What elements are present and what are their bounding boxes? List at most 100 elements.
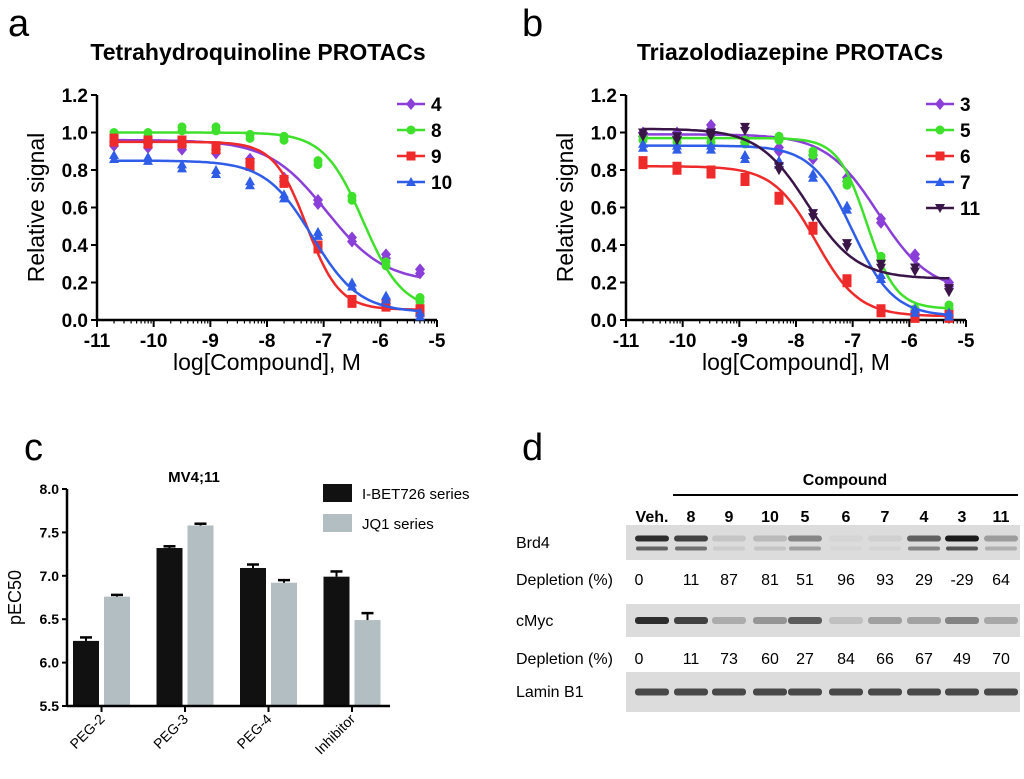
protein-band — [829, 617, 863, 624]
legend-swatch — [323, 484, 352, 502]
data-point-6 — [876, 308, 886, 318]
y-tick-label: 0.8 — [591, 161, 617, 182]
compound-group-label: Compound — [803, 472, 887, 489]
depletion-value: 93 — [876, 572, 894, 589]
data-point-11 — [808, 213, 818, 223]
legend-label: 5 — [960, 121, 971, 142]
bar-PEG-4 — [240, 567, 266, 706]
data-point-11 — [876, 263, 886, 273]
data-point-9 — [313, 244, 323, 254]
data-point-5 — [774, 135, 784, 145]
data-point-4 — [347, 235, 357, 248]
panel-letter-c: c — [24, 427, 43, 469]
bar-PEG-2 — [104, 596, 130, 706]
y-axis-label: pEC50 — [5, 570, 25, 625]
data-point-11 — [638, 132, 648, 142]
data-point-5 — [808, 150, 818, 160]
protein-band — [945, 688, 979, 696]
depletion-value: 84 — [837, 651, 855, 668]
data-point-6 — [638, 160, 648, 170]
legend-marker-7 — [935, 177, 945, 186]
y-tick-label: 0.0 — [62, 311, 88, 332]
data-point-9 — [279, 178, 289, 188]
data-point-11 — [842, 243, 852, 253]
protein-band — [868, 617, 902, 624]
data-point-7 — [672, 144, 682, 154]
protein-band-lower — [985, 546, 1017, 551]
protein-band-lower — [908, 546, 940, 551]
y-tick-label: 0.6 — [62, 199, 88, 220]
data-point-6 — [706, 169, 716, 179]
protein-band — [907, 617, 941, 624]
chart-title: Triazolodiazepine PROTACs — [637, 39, 943, 65]
legend-label: 10 — [431, 173, 452, 194]
data-point-10 — [415, 311, 425, 321]
protein-band-lower — [713, 546, 745, 551]
depletion-value: -29 — [950, 572, 973, 589]
depletion-value: 0 — [635, 572, 644, 589]
protein-label: Brd4 — [516, 535, 550, 552]
data-point-6 — [842, 278, 852, 288]
data-point-6 — [808, 225, 818, 235]
data-point-10 — [347, 281, 357, 291]
data-point-11 — [910, 267, 920, 277]
bar-PEG-3 — [187, 525, 214, 706]
data-point-11 — [706, 132, 716, 142]
x-tick-label: -9 — [202, 331, 219, 352]
depletion-value: 67 — [915, 651, 933, 668]
data-point-9 — [143, 139, 153, 149]
legend-swatch — [323, 514, 352, 532]
protein-band — [635, 688, 669, 696]
lane-label: 9 — [725, 509, 734, 526]
data-point-11 — [944, 288, 954, 298]
protein-band — [984, 688, 1018, 696]
depletion-label: Depletion (%) — [516, 572, 613, 589]
bar-PEG-2 — [73, 640, 99, 706]
data-point-10 — [279, 193, 289, 203]
legend-marker-6 — [935, 151, 945, 161]
protein-band — [788, 617, 822, 624]
protein-band-lower — [636, 546, 668, 551]
x-tick-label: -8 — [259, 331, 276, 352]
y-tick-label: 1.2 — [591, 86, 617, 107]
legend-label: 4 — [431, 95, 442, 116]
y-tick-label: 7.0 — [40, 568, 60, 584]
data-point-5 — [842, 180, 852, 190]
y-tick-label: 0.6 — [591, 199, 617, 220]
y-tick-label: 0.2 — [62, 274, 88, 295]
fit-curve-3 — [643, 133, 950, 284]
data-point-10 — [177, 163, 187, 173]
data-point-8 — [381, 261, 391, 271]
depletion-value: 70 — [992, 651, 1010, 668]
x-tick-label: PEG-4 — [234, 711, 275, 752]
protein-band — [712, 617, 746, 624]
y-tick-label: 7.5 — [40, 524, 60, 540]
legend-label: 11 — [960, 199, 981, 220]
x-tick-label: -10 — [140, 331, 167, 352]
protein-band — [868, 688, 902, 696]
depletion-label: Depletion (%) — [516, 651, 613, 668]
legend-label: 9 — [431, 147, 442, 168]
lane-label: Veh. — [636, 509, 669, 526]
y-tick-label: 1.0 — [62, 124, 88, 145]
protein-band — [788, 688, 822, 696]
data-point-8 — [211, 126, 221, 136]
lane-label: 7 — [881, 509, 890, 526]
protein-band — [753, 617, 787, 624]
protein-band-lower — [946, 546, 978, 551]
data-point-8 — [279, 135, 289, 145]
data-point-8 — [177, 126, 187, 136]
data-point-4 — [415, 267, 425, 280]
data-point-6 — [672, 165, 682, 175]
lane-label: 6 — [842, 509, 851, 526]
legend-marker-11 — [935, 204, 945, 213]
lane-label: 8 — [687, 509, 696, 526]
lane-label: 11 — [993, 509, 1010, 526]
legend-label: 3 — [960, 95, 971, 116]
data-point-3 — [910, 252, 920, 265]
data-point-7 — [740, 154, 750, 163]
protein-band — [984, 535, 1018, 542]
x-tick-label: -6 — [901, 331, 918, 352]
data-point-7 — [910, 307, 920, 317]
